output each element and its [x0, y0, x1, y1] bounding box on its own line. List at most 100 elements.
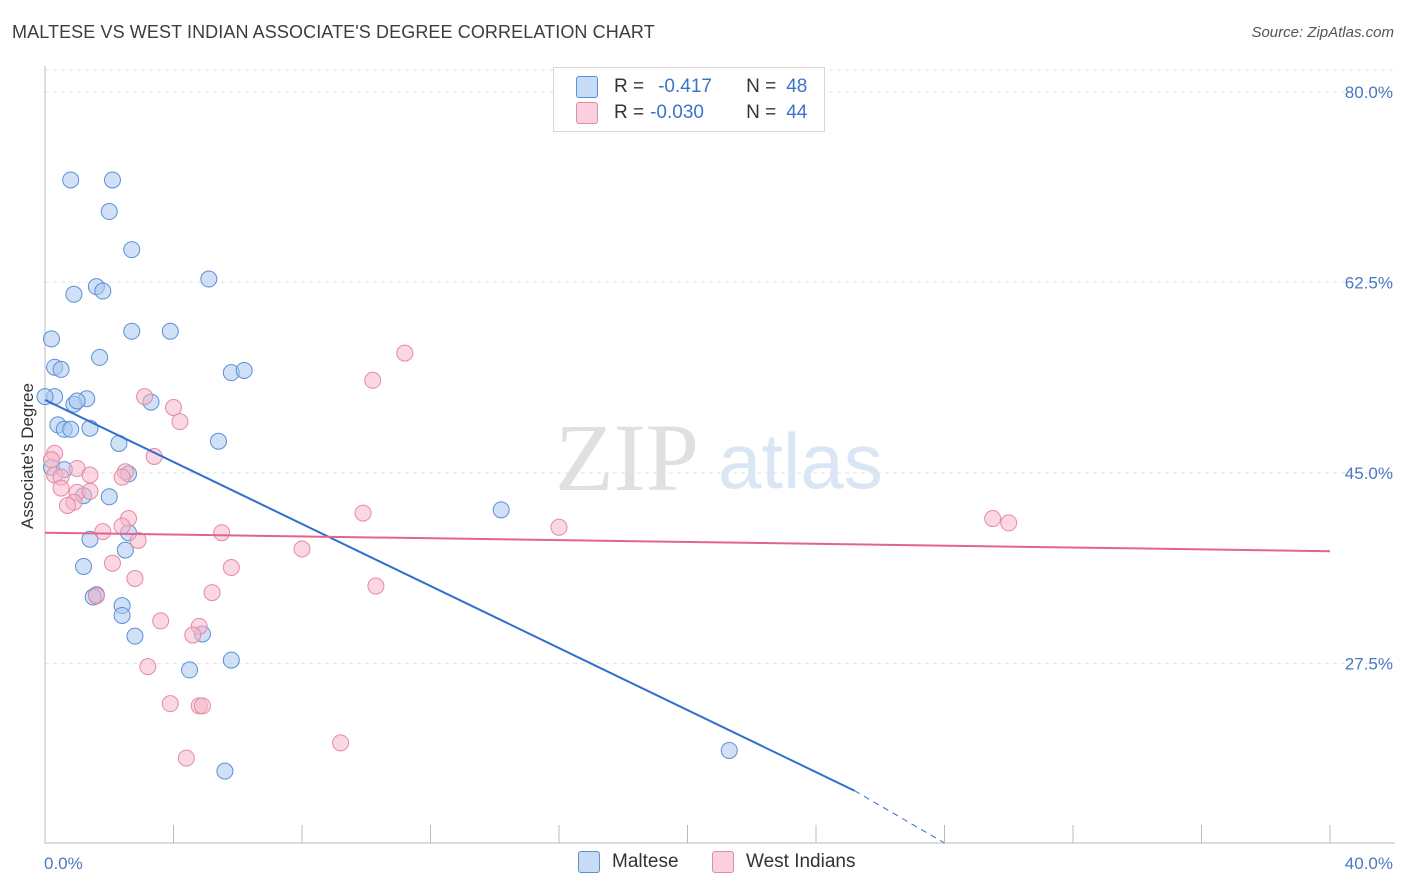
west-indians-point	[139, 658, 157, 676]
west-indians-point	[94, 523, 112, 541]
maltese-point	[65, 285, 83, 303]
west-indians-point	[81, 466, 99, 484]
west-indians-point	[103, 554, 121, 572]
west-indians-point	[165, 399, 182, 417]
r-value: -0.030	[650, 102, 704, 123]
west-indians-point	[550, 518, 568, 536]
x-tick-label: 40.0%	[1345, 854, 1393, 873]
maltese-point	[492, 501, 510, 519]
maltese-point	[222, 651, 240, 669]
y-tick-label: 27.5%	[1345, 654, 1393, 673]
maltese-point	[81, 530, 99, 548]
n-value: 44	[786, 102, 808, 123]
maltese-point	[103, 171, 121, 189]
west-indians-swatch	[576, 102, 598, 124]
legend-row-maltese: R = -0.417 N = 48	[576, 74, 807, 100]
west-indians-point	[332, 734, 350, 752]
west-indians-point	[367, 577, 385, 595]
west-indians-point	[42, 451, 60, 469]
west-indians-point	[193, 697, 211, 715]
west-indians-point	[171, 413, 189, 431]
y-axis-title: Associate's Degree	[18, 383, 37, 529]
n-value: 48	[786, 76, 808, 97]
y-tick-label: 80.0%	[1345, 83, 1393, 102]
west-indians-point	[203, 584, 221, 602]
maltese-point	[116, 541, 134, 559]
west-indians-trend-line	[44, 531, 1331, 553]
maltese-point	[62, 171, 80, 189]
x-tick-label: 0.0%	[44, 854, 83, 873]
maltese-point	[161, 322, 179, 340]
west-indians-point	[354, 504, 372, 522]
maltese-point	[94, 282, 112, 300]
west-indians-point	[113, 517, 131, 535]
source-label: Source: ZipAtlas.com	[1251, 24, 1394, 41]
maltese-point	[181, 661, 199, 679]
maltese-trend-line	[44, 398, 855, 792]
west-indians-point	[126, 569, 144, 587]
west-indians-point	[984, 510, 1002, 528]
west-indians-point	[177, 749, 195, 767]
west-indians-point	[161, 695, 179, 713]
west-indians-legend-swatch	[712, 851, 734, 873]
maltese-legend-swatch	[578, 851, 600, 873]
west-indians-point	[184, 626, 202, 644]
trend-lines	[44, 398, 1331, 844]
maltese-legend-label: Maltese	[612, 851, 679, 872]
maltese-point	[209, 432, 227, 450]
watermark-zip: ZIP	[555, 404, 699, 511]
west-indians-point	[364, 371, 382, 389]
west-indians-point	[293, 540, 311, 558]
maltese-point	[52, 360, 70, 378]
west-indians-point	[58, 496, 76, 514]
maltese-point	[62, 420, 80, 438]
maltese-point	[126, 627, 144, 645]
maltese-point	[123, 322, 141, 340]
maltese-point	[91, 348, 109, 366]
west-indians-point	[1000, 514, 1018, 532]
maltese-point	[42, 330, 60, 348]
west-indians-legend-label: West Indians	[746, 851, 856, 872]
x-axis-tick-labels: 0.0% 40.0%	[44, 854, 1393, 873]
west-indians-point	[113, 468, 131, 486]
maltese-point	[100, 203, 118, 221]
n-label: N =	[746, 76, 777, 97]
r-label: R =	[614, 102, 645, 123]
correlation-legend: R = -0.417 N = 48 R = -0.030 N = 44	[553, 67, 825, 132]
y-axis-tick-labels: 27.5% 45.0% 62.5% 80.0%	[1345, 83, 1393, 674]
n-label: N =	[746, 102, 777, 123]
legend-row-west-indians: R = -0.030 N = 44	[576, 100, 807, 126]
chart-title: MALTESE VS WEST INDIAN ASSOCIATE'S DEGRE…	[12, 22, 655, 42]
axes	[44, 66, 1395, 844]
legend-item-maltese: Maltese	[578, 851, 679, 873]
maltese-point	[235, 361, 253, 379]
west-indians-point	[52, 479, 70, 497]
y-tick-label: 45.0%	[1345, 464, 1393, 483]
west-indians-point	[87, 587, 105, 605]
maltese-point	[123, 241, 141, 259]
west-indians-point	[396, 344, 414, 362]
watermark-atlas: atlas	[718, 417, 883, 505]
maltese-swatch	[576, 76, 598, 98]
maltese-point	[36, 388, 54, 406]
west-indians-point	[152, 612, 170, 630]
maltese-point	[100, 488, 118, 506]
maltese-point	[75, 557, 93, 575]
maltese-point	[68, 392, 86, 410]
west-indians-point	[81, 482, 99, 500]
legend-item-west-indians: West Indians	[712, 851, 855, 873]
r-value: -0.417	[658, 76, 712, 97]
west-indians-point	[136, 388, 154, 406]
maltese-point	[216, 762, 234, 780]
maltese-trend-extension	[854, 790, 945, 844]
west-indians-point	[222, 559, 240, 577]
west-indians-point	[129, 531, 147, 549]
maltese-point	[200, 270, 218, 288]
maltese-point	[720, 741, 738, 759]
west-indians-point	[213, 524, 231, 542]
r-label: R =	[614, 76, 645, 97]
y-tick-label: 62.5%	[1345, 273, 1393, 292]
data-points	[36, 171, 1018, 780]
maltese-point	[113, 606, 131, 624]
